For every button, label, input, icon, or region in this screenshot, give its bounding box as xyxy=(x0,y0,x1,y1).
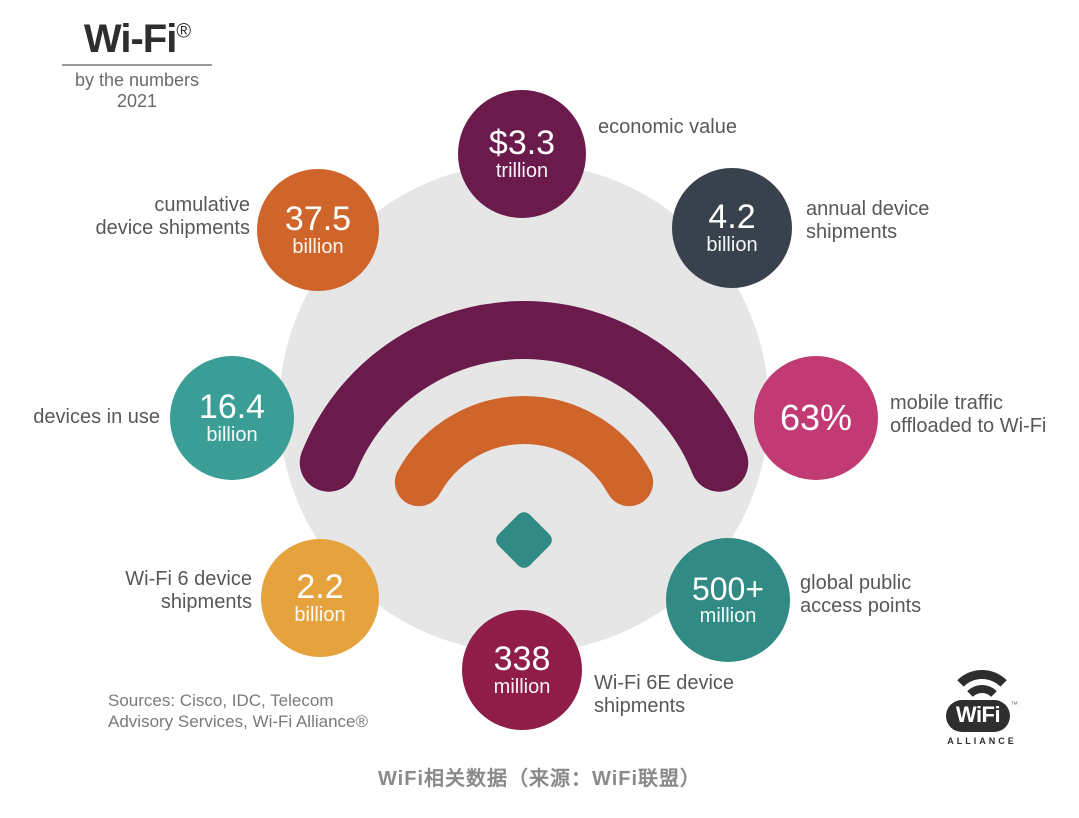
bubble-value: 500+ xyxy=(692,573,764,607)
label-wifi6-device-shipments: Wi-Fi 6 deviceshipments xyxy=(92,568,252,614)
bubble-value: 2.2 xyxy=(296,570,343,606)
bubble-value: 338 xyxy=(494,642,551,678)
bubble-economic-value: $3.3trillion xyxy=(458,90,586,218)
subtitle-line2: 2021 xyxy=(62,91,212,112)
bubble-unit: billion xyxy=(292,237,343,258)
bubble-wifi6e-device-shipments: 338million xyxy=(462,610,582,730)
sources-text: Sources: Cisco, IDC, Telecom Advisory Se… xyxy=(108,690,368,733)
label-wifi6e-device-shipments: Wi-Fi 6E deviceshipments xyxy=(594,672,794,718)
bubble-unit: billion xyxy=(206,425,257,446)
sources-line1: Sources: Cisco, IDC, Telecom xyxy=(108,690,368,711)
sources-line2: Advisory Services, Wi-Fi Alliance® xyxy=(108,711,368,732)
caption-text: WiFi相关数据（来源：WiFi联盟） xyxy=(0,762,1079,791)
title-subtitle: by the numbers 2021 xyxy=(62,70,212,111)
bubble-cumulative-device-shipments: 37.5billion xyxy=(257,169,379,291)
bubble-value: 16.4 xyxy=(199,390,265,426)
label-mobile-traffic-offloaded: mobile trafficoffloaded to Wi-Fi xyxy=(890,392,1079,438)
bubble-global-public-access-points: 500+million xyxy=(666,538,790,662)
bubble-value: 63% xyxy=(780,399,852,437)
registered-mark: ® xyxy=(176,21,190,43)
bubble-value: $3.3 xyxy=(489,126,555,162)
bubble-unit: billion xyxy=(706,235,757,256)
bubble-unit: billion xyxy=(294,605,345,626)
label-annual-device-shipments: annual deviceshipments xyxy=(806,198,1006,244)
label-cumulative-device-shipments: cumulativedevice shipments xyxy=(70,194,250,240)
bubble-value: 37.5 xyxy=(285,202,351,238)
label-devices-in-use: devices in use xyxy=(20,406,160,429)
title-block: Wi-Fi® by the numbers 2021 xyxy=(62,18,212,111)
bubble-mobile-traffic-offloaded: 63% xyxy=(754,356,878,480)
bubble-unit: trillion xyxy=(496,161,548,182)
title-text: Wi-Fi xyxy=(84,17,176,61)
bubble-unit: million xyxy=(494,677,551,698)
title-divider xyxy=(62,64,212,66)
bubble-annual-device-shipments: 4.2billion xyxy=(672,168,792,288)
bubble-unit: million xyxy=(700,606,757,627)
label-global-public-access-points: global publicaccess points xyxy=(800,572,1000,618)
title-main: Wi-Fi® xyxy=(62,18,212,60)
infographic-canvas: Wi-Fi® by the numbers 2021 $3.3trillion e… xyxy=(0,0,1079,801)
bubble-value: 4.2 xyxy=(708,200,755,236)
wifi-alliance-logo: WiFi ™ ALLIANCE xyxy=(940,670,1024,746)
bubble-wifi6-device-shipments: 2.2billion xyxy=(261,539,379,657)
subtitle-line1: by the numbers xyxy=(62,70,212,91)
label-economic-value: economic value xyxy=(598,116,798,139)
bubble-devices-in-use: 16.4billion xyxy=(170,356,294,480)
